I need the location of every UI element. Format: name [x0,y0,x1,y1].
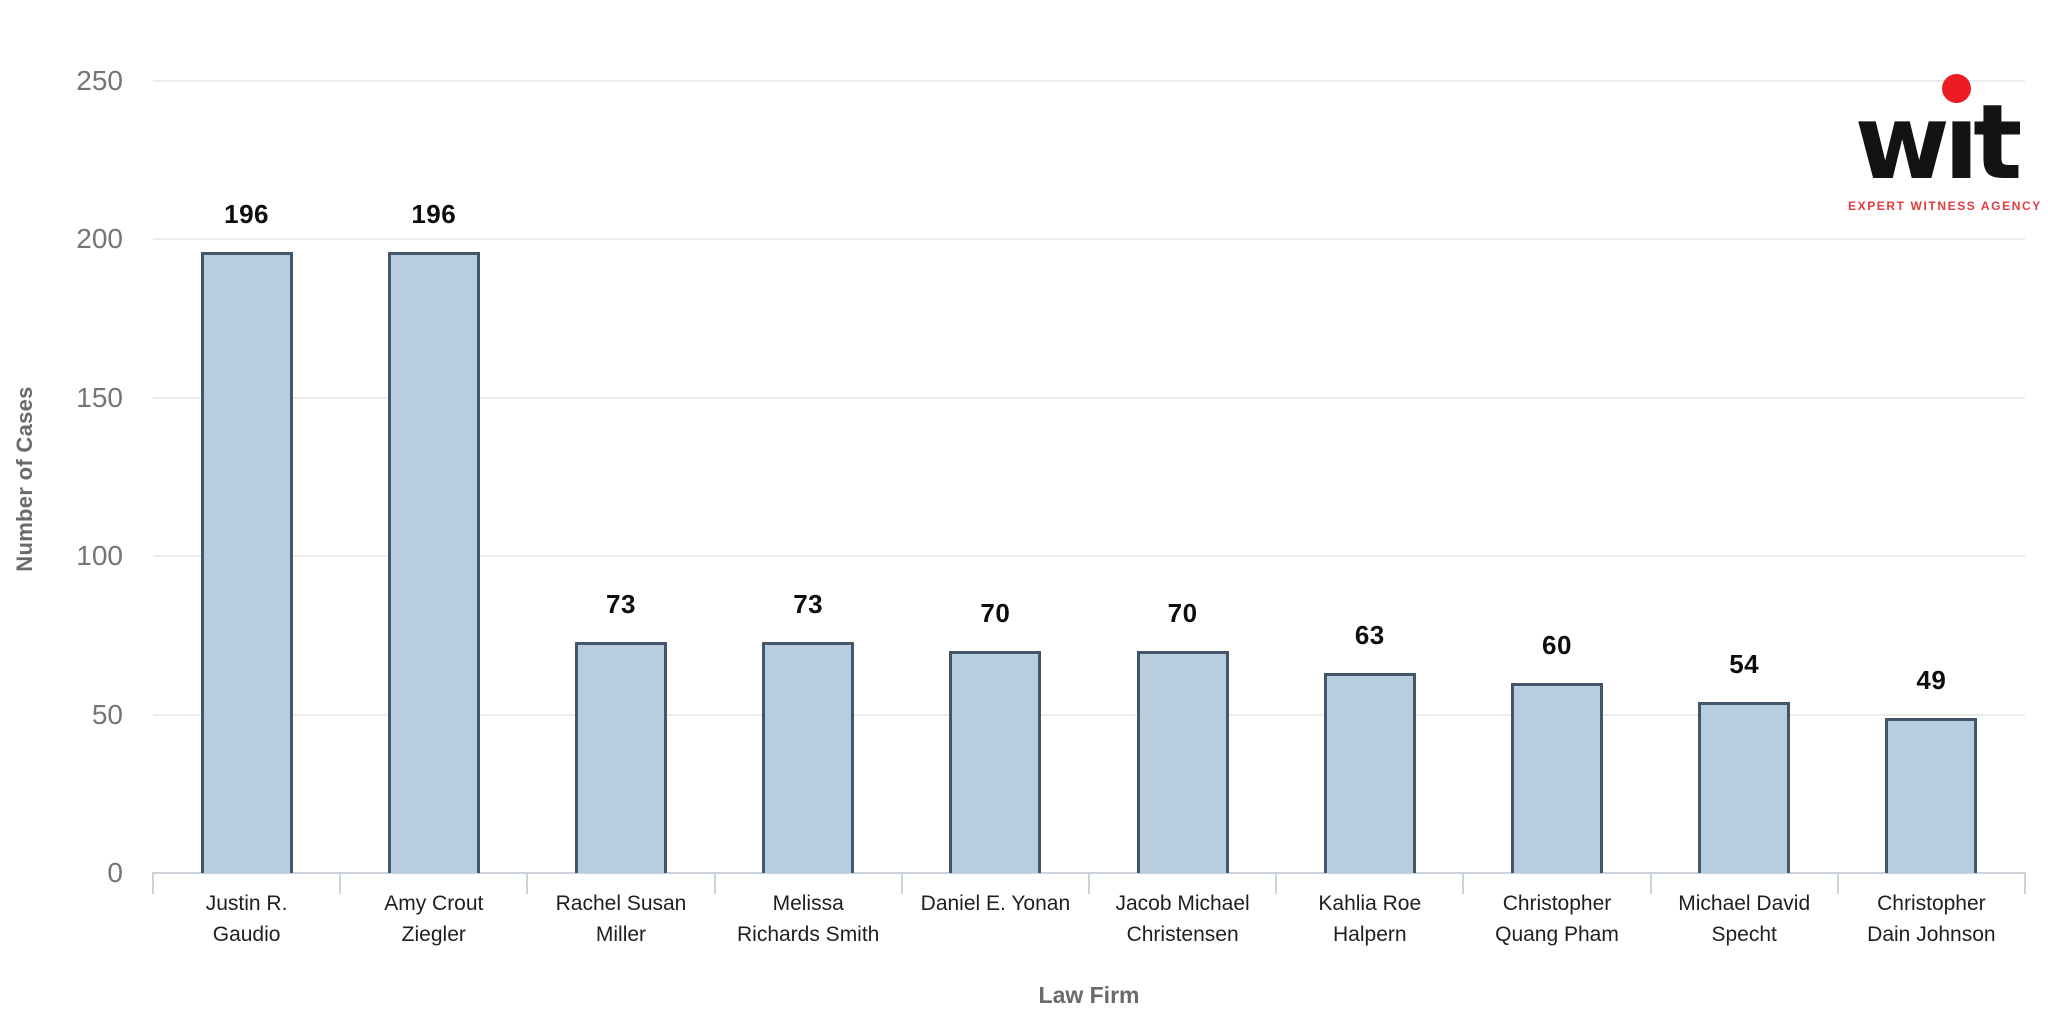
bar-4 [762,642,855,873]
x-axis-tick [1649,872,1652,894]
bar-10 [1885,718,1978,873]
bar-value-label-8: 60 [1542,630,1572,660]
category-label-4: Melissa Richards Smith [736,892,880,946]
bar-value-label-5: 70 [980,598,1011,628]
bar-value-label-7: 63 [1354,620,1385,650]
bar-1 [200,252,293,873]
gridline-150 [153,396,2025,399]
x-axis-tick [1462,872,1465,894]
wit-logo-wordmark: wı t [1855,74,2022,195]
y-tick-label-150: 150 [76,381,123,413]
category-label-8: Christopher Quang Pham [1495,892,1619,946]
gridline-200 [153,238,2025,241]
x-axis-tick [713,872,716,894]
wit-logo-tagline: EXPERT WITNESS AGENCY [1848,199,2042,213]
bar-3 [575,642,667,873]
y-tick-label-50: 50 [91,698,123,730]
category-label-6: Jacob Michael Christensen [1115,892,1250,946]
logo-letter-i: ı [1942,74,1979,195]
x-axis-tick [526,872,529,894]
x-axis-tick [1275,872,1278,894]
category-label-10: Christopher Dain Johnson [1867,892,1996,946]
category-label-5: Daniel E. Yonan [920,892,1071,915]
bar-value-label-3: 73 [606,589,636,619]
logo-red-dot-icon [1942,74,1972,103]
logo-letter-w: w [1854,83,1950,203]
x-axis-tick [1088,872,1090,894]
category-label-9: Michael David Specht [1678,892,1811,946]
category-label-3: Rachel Susan Miller [555,892,687,946]
x-axis-tick [1836,872,1839,894]
x-axis-tick [2024,872,2026,894]
x-axis-tick [900,872,903,894]
category-label-2: Amy Crout Ziegler [384,892,484,946]
bar-2 [387,252,480,873]
x-axis-tick [152,872,154,894]
bar-7 [1323,673,1416,873]
bar-value-label-9: 54 [1729,649,1760,679]
y-tick-label-0: 0 [107,857,123,888]
gridline-100 [153,555,2025,558]
gridline-50 [153,713,2025,716]
logo-letter-t: t [1973,83,2022,203]
bar-8 [1511,683,1603,873]
y-tick-label-200: 200 [76,223,123,255]
bar-5 [949,651,1042,873]
x-axis-title: Law Firm [1038,982,1140,1008]
bar-6 [1136,651,1229,873]
y-tick-label-100: 100 [76,540,123,572]
category-label-1: Justin R. Gaudio [205,892,288,946]
gridline-250 [153,80,2025,82]
y-axis-title: Number of Cases [12,386,37,572]
bar-9 [1698,702,1791,873]
wit-logo: wı t EXPERT WITNESS AGENCY [1848,74,2042,213]
y-tick-label-250: 250 [76,65,123,96]
category-label-7: Kahlia Roe Halpern [1318,892,1422,946]
bar-value-label-1: 196 [224,199,270,229]
bar-value-label-6: 70 [1167,598,1198,628]
x-axis-tick [339,872,342,894]
bar-value-label-4: 73 [793,589,824,619]
bar-value-label-2: 196 [411,199,457,229]
bar-value-label-10: 49 [1916,665,1947,695]
